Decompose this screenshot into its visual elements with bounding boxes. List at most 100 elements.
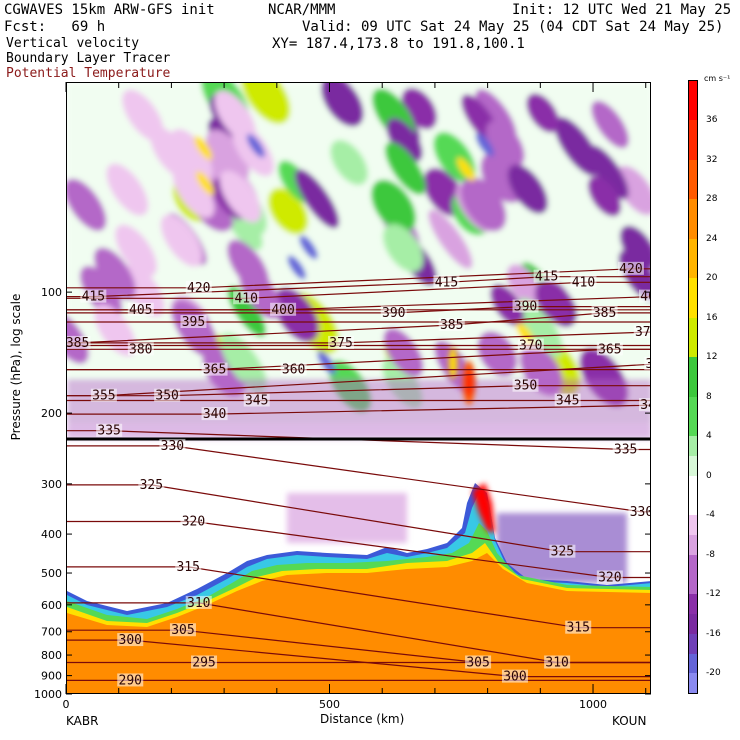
downdraft-cell — [106, 163, 148, 216]
colorbar-tick-label: -12 — [706, 589, 721, 600]
theta-contour-300 — [67, 639, 650, 678]
theta-label-bg — [154, 388, 181, 402]
theta-label: 405 — [129, 303, 152, 318]
updraft-core — [456, 157, 475, 182]
updraft-cell — [371, 180, 416, 233]
theta-label-bg — [270, 302, 297, 316]
forecast-hour: Fcst: 69 h — [4, 19, 106, 35]
x-axis-label: Distance (km) — [320, 712, 405, 726]
colorbar-tick-label: 4 — [706, 431, 712, 442]
updraft-cell — [330, 140, 368, 185]
theta-label-bg — [533, 269, 560, 283]
vertical-velocity-field — [67, 83, 650, 583]
downdraft-cell — [214, 90, 256, 143]
colorbar-tick-label: 0 — [706, 470, 712, 481]
colorbar-tick-label: -20 — [706, 668, 721, 679]
theta-label-bg — [612, 442, 639, 456]
theta-label: 400 — [271, 303, 294, 318]
right-endpoint-label: KOUN — [612, 714, 647, 728]
theta-label: 335 — [97, 424, 120, 439]
theta-label: 415 — [435, 275, 458, 290]
colorbar-cell — [689, 120, 697, 160]
theta-label-bg — [465, 655, 492, 669]
theta-label-bg — [628, 504, 650, 518]
theta-label-bg — [127, 342, 154, 356]
theta-label: 365 — [598, 342, 621, 357]
theta-label: 355 — [646, 357, 651, 372]
downdraft-cell — [620, 225, 650, 269]
plot-canvas: 290 295 300 305 305 300 310 310 315 315 320 320 325 3… — [67, 83, 651, 693]
y-tick-label: 500 — [41, 567, 62, 580]
theta-label: 310 — [187, 596, 210, 611]
colorbar-cell — [689, 357, 697, 397]
downdraft-cell — [534, 279, 573, 323]
updraft-cell — [385, 142, 426, 195]
y-tick-label: 100 — [41, 286, 62, 299]
theta-label: 345 — [245, 393, 268, 408]
theta-label-bg — [175, 559, 202, 573]
downdraft-cell — [460, 177, 506, 232]
theta-label-bg — [554, 393, 581, 407]
theta-label-bg — [96, 423, 123, 437]
theta-label-bg — [233, 291, 260, 305]
colorbar-cell — [689, 238, 697, 279]
theta-label: 385 — [593, 306, 616, 321]
downdraft-cell — [160, 214, 203, 267]
theta-label-bg — [201, 362, 228, 376]
theta-label-bg — [544, 655, 571, 669]
theta-contour-320 — [67, 520, 650, 579]
theta-label-bg — [596, 342, 623, 356]
theta-label-bg — [438, 317, 465, 331]
theta-label-bg — [617, 261, 644, 275]
theta-label: 290 — [119, 673, 142, 688]
theta-label: 305 — [171, 623, 194, 638]
theta-label-bg — [549, 544, 576, 558]
downdraft-cell — [115, 224, 157, 277]
theta-label-bg — [280, 362, 307, 376]
theta-contour-325 — [67, 484, 650, 553]
downdraft-core — [317, 350, 336, 375]
theta-contour-310 — [67, 602, 650, 664]
theta-contour-350 — [67, 385, 650, 397]
theta-label-bg — [639, 289, 650, 303]
y-tick-label: 200 — [41, 407, 62, 420]
colorbar-tick-label: 16 — [706, 312, 718, 323]
theta-label-bg — [80, 289, 107, 303]
theta-label-bg — [117, 633, 144, 647]
downdraft-cell — [428, 209, 473, 269]
downdraft-cell — [486, 120, 525, 167]
colorbar-cell — [689, 475, 697, 496]
theta-label: 300 — [119, 633, 142, 648]
theta-label: 325 — [140, 478, 163, 493]
theta-label-bg — [517, 338, 544, 352]
colorbar-cell — [689, 159, 697, 200]
colorbar-tick-label: -8 — [706, 549, 715, 560]
downdraft-cell — [321, 83, 364, 127]
colorbar-tick-label: 32 — [706, 154, 718, 165]
updraft-cell — [517, 298, 563, 357]
theta-label: 295 — [192, 655, 215, 670]
theta-label: 310 — [545, 655, 568, 670]
theta-label-bg — [591, 305, 618, 319]
colorbar-cell — [689, 396, 697, 437]
downdraft-cell — [170, 129, 213, 181]
field-label-potential-temperature: Potential Temperature — [6, 66, 171, 81]
theta-label: 360 — [282, 363, 305, 378]
downdraft-cell — [294, 169, 339, 229]
downdraft-cell — [150, 126, 192, 179]
downdraft-cell — [477, 331, 517, 376]
theta-label: 390 — [382, 306, 405, 321]
theta-label-bg — [185, 280, 212, 294]
theta-label-bg — [565, 620, 592, 634]
theta-label: 375 — [329, 336, 352, 351]
colorbar-tick-label: -16 — [706, 628, 721, 639]
downdraft-cell — [507, 164, 548, 214]
theta-label: 325 — [551, 545, 574, 560]
colorbar-cell — [689, 653, 697, 674]
org-label: NCAR/MMM — [268, 2, 336, 18]
theta-label-bg — [570, 275, 597, 289]
updraft-cell — [383, 224, 424, 272]
theta-label: 330 — [161, 439, 184, 454]
strong-updraft-core — [449, 347, 495, 533]
y-tick-label: 1000 — [34, 688, 62, 701]
